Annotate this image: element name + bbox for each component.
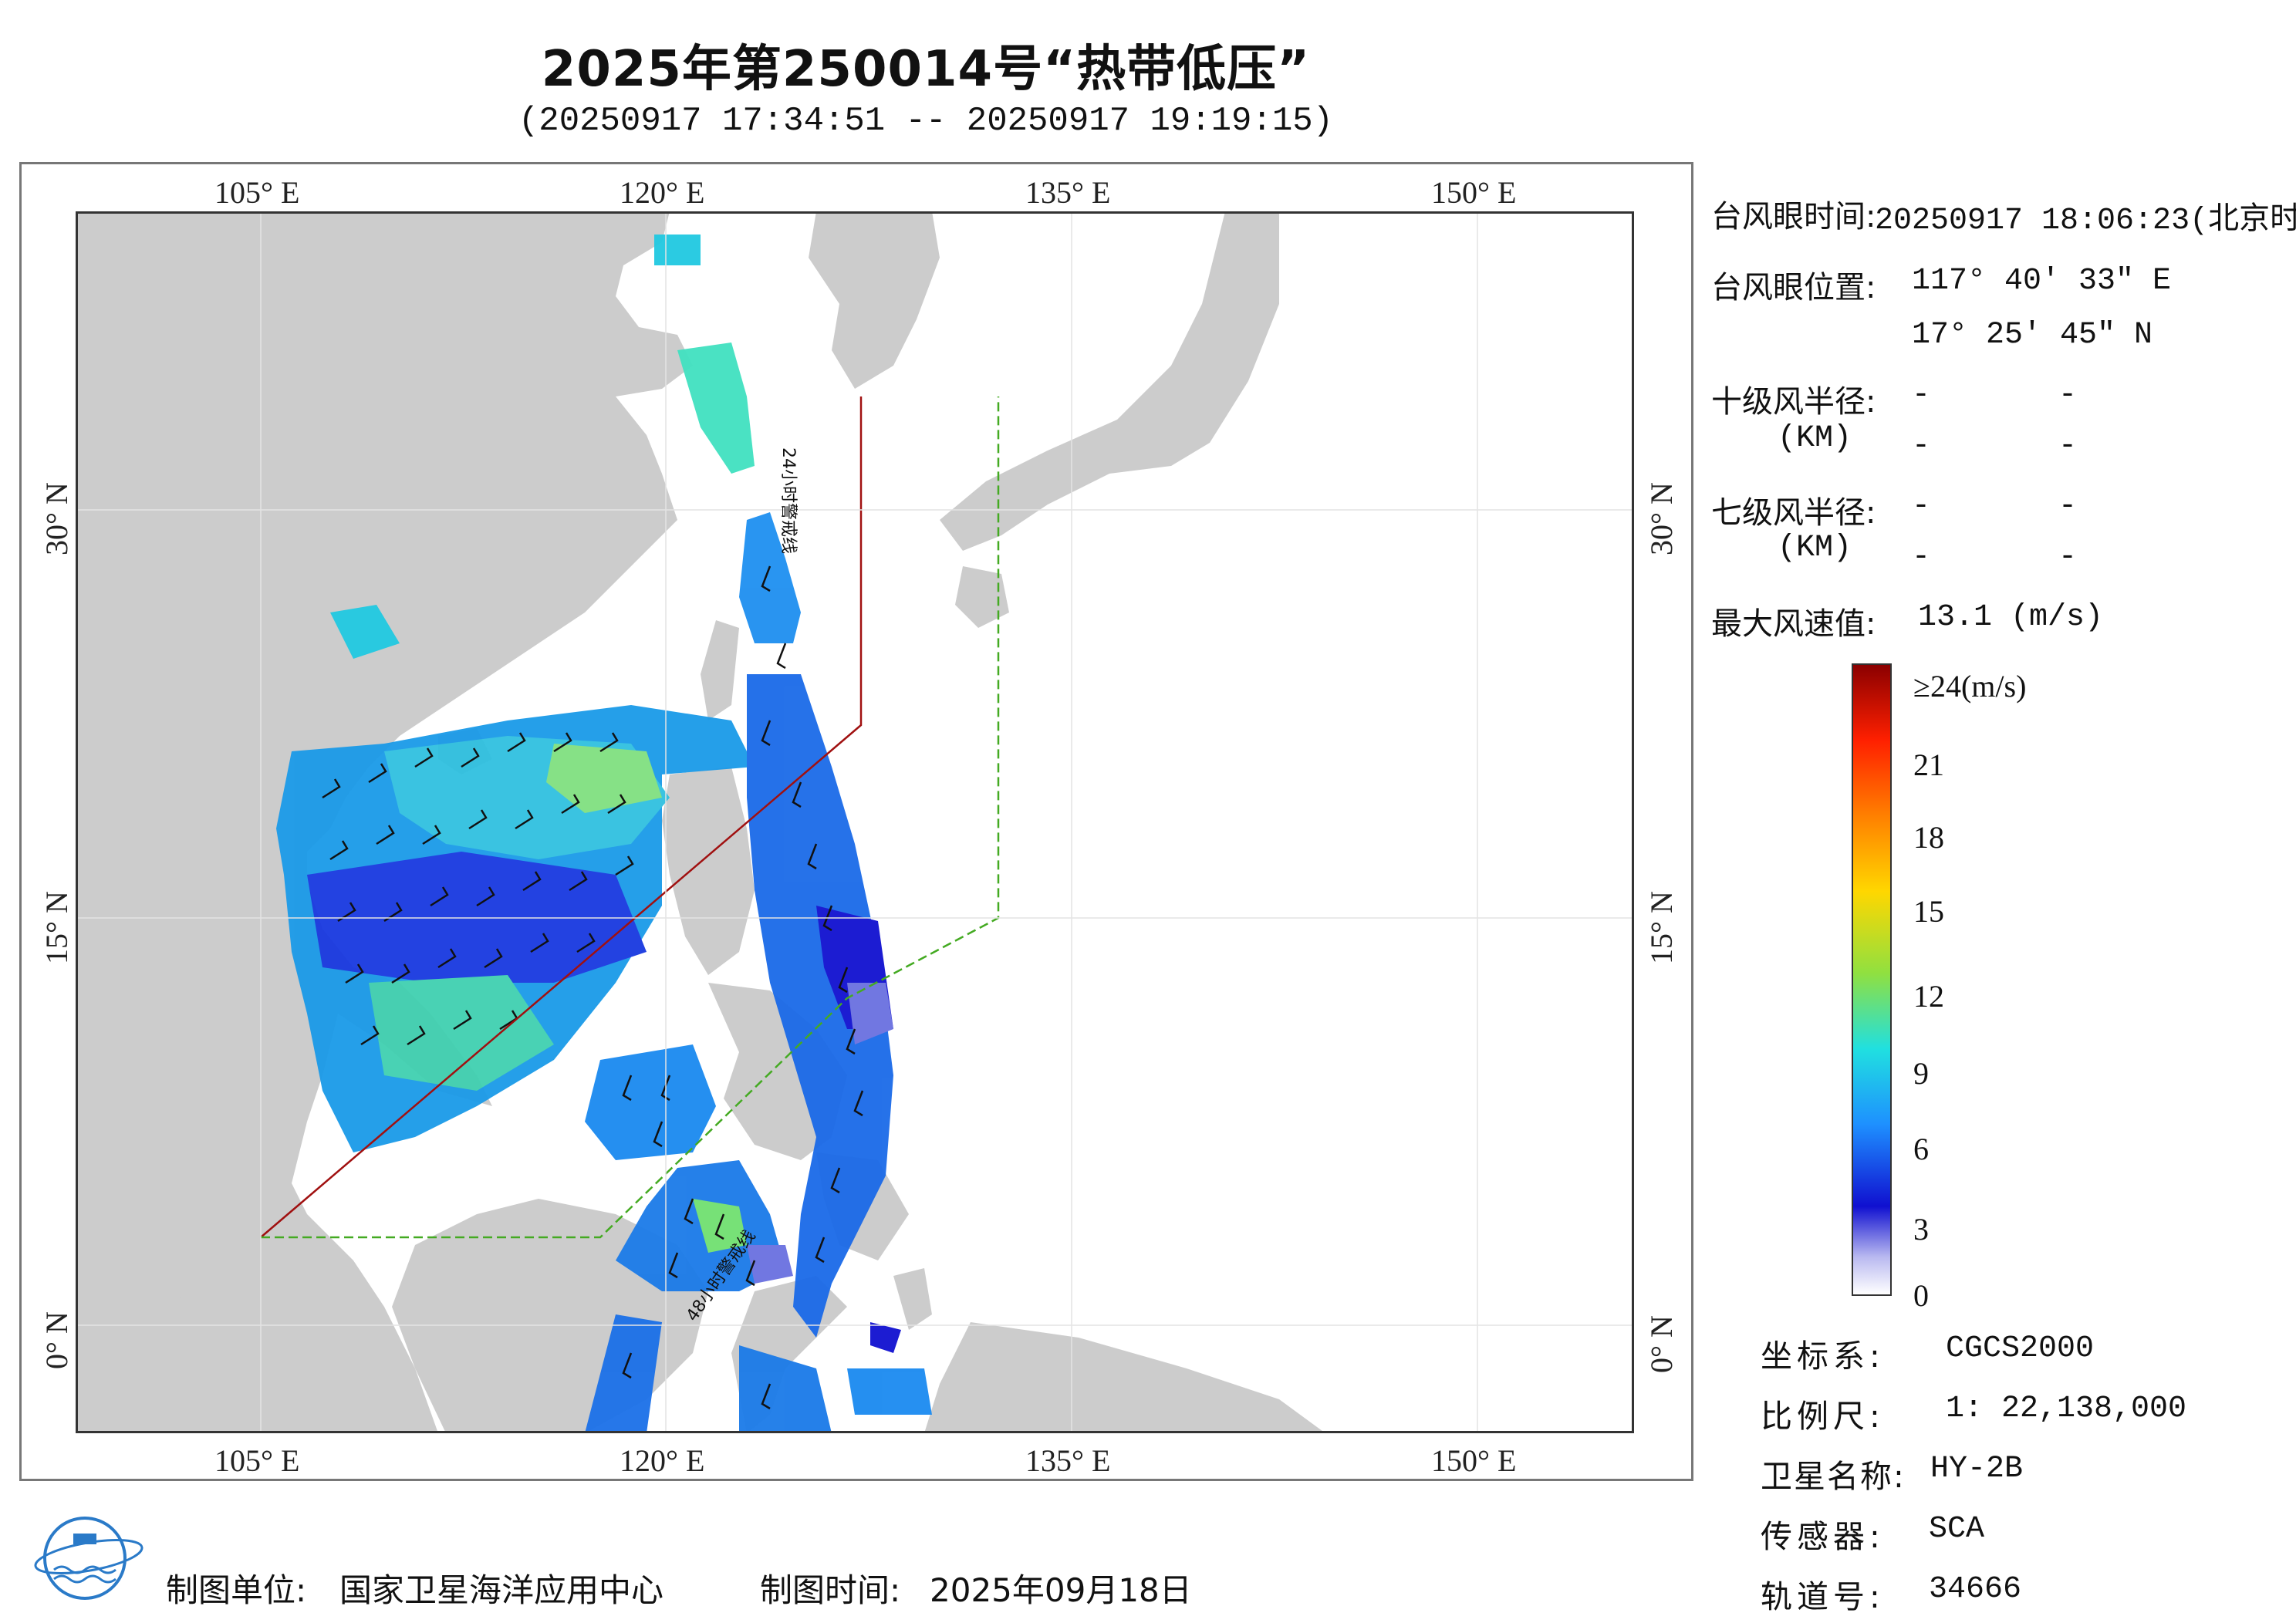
colorbar-label-18: 18 <box>1913 820 1944 855</box>
wind-field-map <box>76 211 1634 1433</box>
satellite-value: HY-2B <box>1930 1452 2024 1486</box>
r10-value-3: - <box>1912 429 1931 464</box>
crs-label: 坐标系: <box>1761 1338 1885 1375</box>
orbit-label: 轨道号: <box>1761 1578 1885 1615</box>
wind-swath <box>276 235 932 1433</box>
lat-label-left-0: 0° N <box>39 1311 74 1369</box>
lon-label-bottom-105: 105° E <box>214 1443 300 1478</box>
r7-value-3: - <box>1912 540 1931 575</box>
lat-label-right-15: 15° N <box>1644 891 1679 964</box>
r7-value-4: - <box>2058 540 2078 575</box>
lon-label-top-150: 150° E <box>1431 175 1517 210</box>
date-label: 制图时间: <box>760 1571 901 1609</box>
lat-label-right-0: 0° N <box>1644 1315 1679 1373</box>
colorbar-label-0: 0 <box>1913 1278 1929 1313</box>
lat-label-left-30: 30° N <box>39 482 74 555</box>
lat-label-right-30: 30° N <box>1644 482 1679 555</box>
r7-unit: (KM) <box>1778 531 1852 565</box>
lat-label-left-15: 15° N <box>39 891 74 964</box>
colorbar-label-21: 21 <box>1913 747 1944 782</box>
lon-label-bottom-150: 150° E <box>1431 1443 1517 1478</box>
producer-label: 制图单位: <box>166 1571 307 1609</box>
lon-label-top-120: 120° E <box>620 175 705 210</box>
lon-label-bottom-135: 135° E <box>1025 1443 1111 1478</box>
r7-value-1: - <box>1912 489 1931 524</box>
r10-value-2: - <box>2058 378 2078 413</box>
grid-lines <box>76 211 1634 1433</box>
wind-speed-colorbar <box>1852 663 1892 1296</box>
colorbar-label-3: 3 <box>1913 1212 1929 1247</box>
warning-line-24h-label: 24小时警戒线 <box>778 447 798 554</box>
max-wind-value: 13.1 (m/s) <box>1918 600 2104 635</box>
warning-line-48h <box>261 396 1000 1239</box>
colorbar-label-9: 9 <box>1913 1056 1929 1091</box>
colorbar-label-24: ≥24(m/s) <box>1913 669 2027 704</box>
r10-value-4: - <box>2058 429 2078 464</box>
sensor-label: 传感器: <box>1761 1518 1885 1555</box>
eye-longitude: 117° 40′ 33″ E <box>1912 264 2172 299</box>
producer-value: 国家卫星海洋应用中心 <box>339 1571 664 1609</box>
date-value: 2025年09月18日 <box>930 1571 1192 1609</box>
agency-logo <box>34 1517 144 1600</box>
sensor-value: SCA <box>1929 1512 1985 1547</box>
colorbar-label-15: 15 <box>1913 894 1944 929</box>
colorbar-label-6: 6 <box>1913 1132 1929 1166</box>
crs-value: CGCS2000 <box>1946 1331 2095 1366</box>
land-areas <box>76 211 1325 1433</box>
eye-time-label: 台风眼时间: <box>1711 199 1876 235</box>
warning-line-24h <box>260 396 863 1238</box>
eye-position-label: 台风眼位置: <box>1711 270 1876 305</box>
time-range-subtitle: (20250917 17:34:51 -- 20250917 19:19:15) <box>518 102 1334 140</box>
scale-value: 1: 22,138,000 <box>1946 1392 2187 1426</box>
wind-barbs <box>322 565 864 1410</box>
map-title: 2025年第250014号“热带低压” <box>541 41 1311 98</box>
satellite-label: 卫星名称: <box>1761 1458 1906 1495</box>
warning-lines <box>260 396 1000 1239</box>
eye-time-value: 20250917 18:06:23(北京时) <box>1875 204 2296 238</box>
map-frame <box>19 162 1693 1481</box>
r10-value-1: - <box>1912 378 1931 413</box>
lon-label-top-105: 105° E <box>214 175 300 210</box>
lon-label-top-135: 135° E <box>1025 175 1111 210</box>
max-wind-label: 最大风速值: <box>1711 606 1876 642</box>
scale-label: 比例尺: <box>1761 1398 1885 1435</box>
r7-value-2: - <box>2058 489 2078 524</box>
r10-label: 十级风半径: <box>1711 384 1876 420</box>
eye-latitude: 17° 25′ 45″ N <box>1912 318 2153 353</box>
colorbar-label-12: 12 <box>1913 979 1944 1014</box>
lon-label-bottom-120: 120° E <box>620 1443 705 1478</box>
orbit-value: 34666 <box>1929 1572 2022 1607</box>
r7-label: 七级风半径: <box>1711 495 1876 531</box>
r10-unit: (KM) <box>1778 421 1852 456</box>
